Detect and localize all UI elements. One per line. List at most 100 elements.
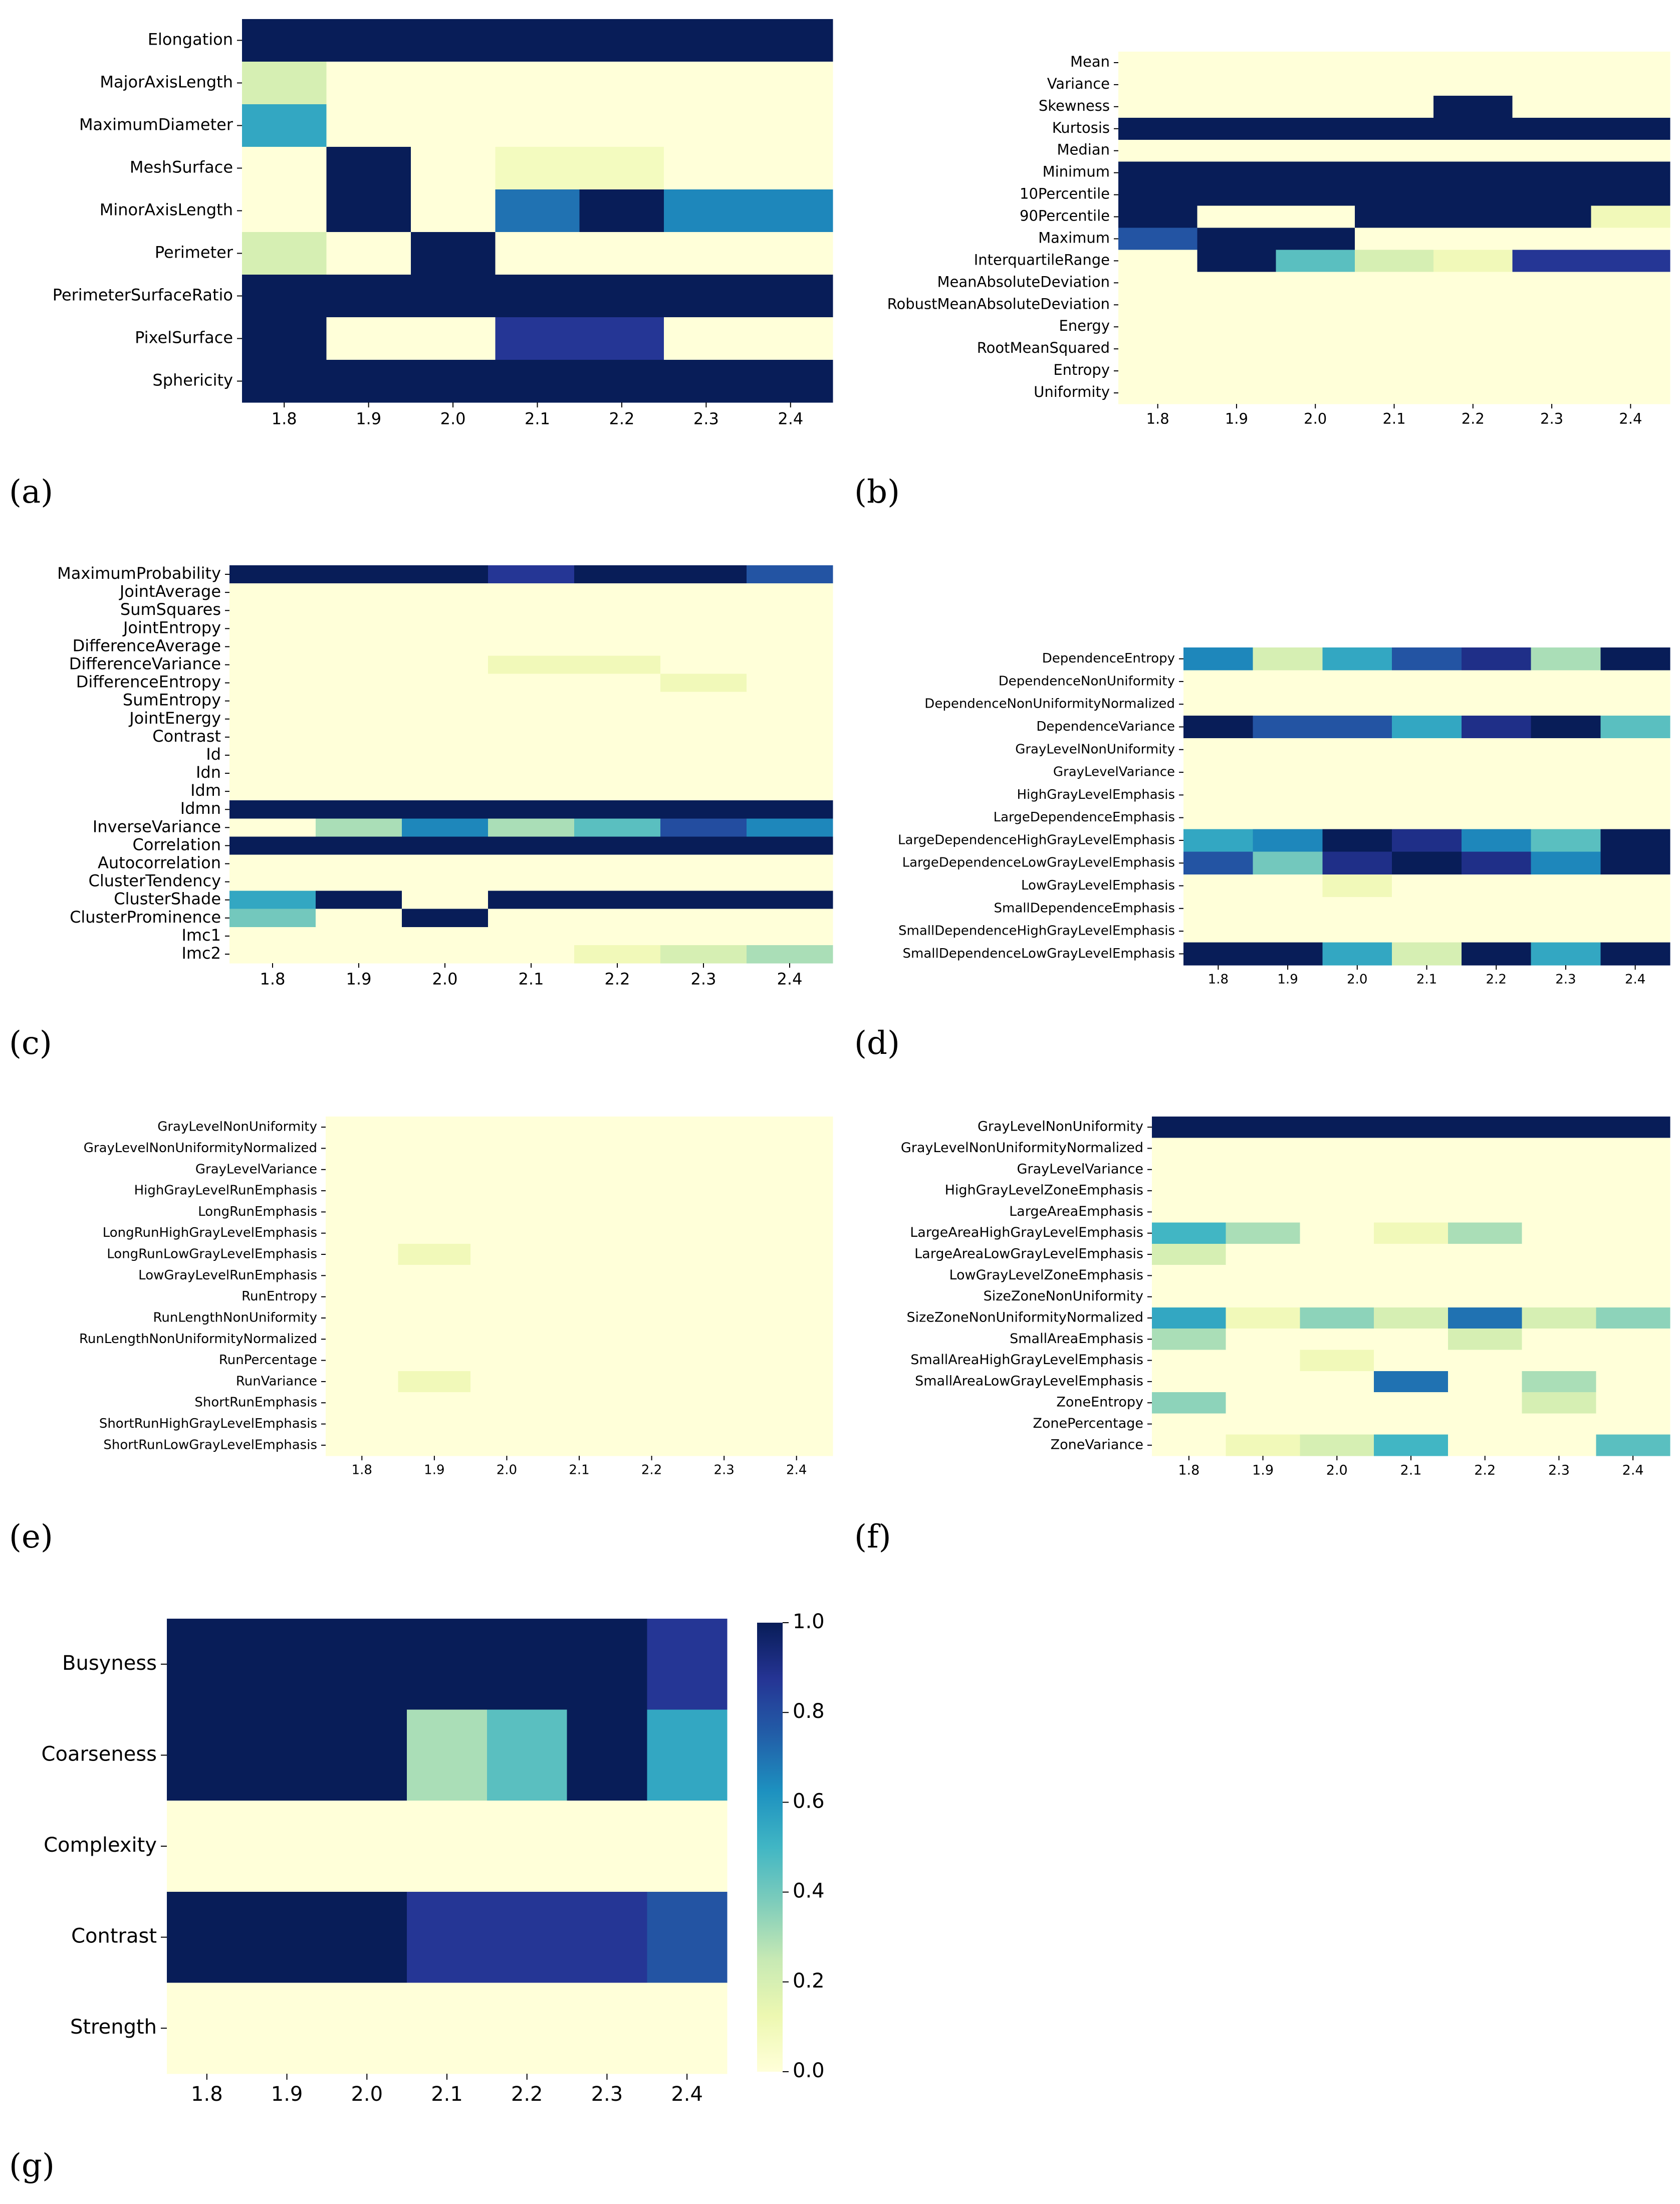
heatmap-e-cell [470,1434,544,1456]
heatmap-b-cell [1354,382,1434,404]
heatmap-d-cell [1600,897,1670,921]
y-tick-label: GrayLevelNonUniformity [978,1119,1143,1135]
y-tick-label: Sphericity [152,371,233,390]
heatmap-c-cell [488,836,575,855]
heatmap-e-cell [470,1413,544,1435]
y-tick-label: RunEntropy [242,1289,317,1304]
heatmap-f-cell [1596,1265,1670,1287]
heatmap-b-cell [1512,139,1592,162]
heatmap-c-cell [747,601,833,620]
heatmap-c-cell [747,945,833,964]
heatmap-f-cell [1226,1117,1301,1138]
heatmap-a-cell [326,317,411,360]
heatmap-c-cell [316,909,402,928]
heatmap-f-cell [1448,1180,1523,1202]
heatmap-b-cell [1118,161,1197,184]
heatmap-e-cell [615,1371,688,1393]
heatmap-c-cell [574,927,661,946]
heatmap-a-cell [410,147,496,190]
heatmap-d-cell [1183,829,1254,852]
heatmap-c-cell [660,836,747,855]
heatmap-c-cell [229,945,316,964]
heatmap-c-cell [402,692,489,711]
heatmap-c-cell [316,674,402,693]
heatmap-a-cell [748,189,833,233]
heatmap-c-cell [574,601,661,620]
x-tick-label: 1.9 [1252,1462,1274,1478]
heatmap-e-cell [470,1350,544,1372]
heatmap-e-cell [543,1243,616,1265]
heatmap-b-cell [1354,139,1434,162]
heatmap-g-cell [647,1619,728,1710]
colorbar: 1.0 0.8 0.6 0.4 0.2 0.0 [757,1610,825,2082]
heatmap-g-cell [647,1801,728,1892]
heatmap-b-cell [1512,294,1592,316]
heatmap-c-cell [747,854,833,873]
heatmap-d-cell [1600,851,1670,875]
heatmap-d-cell [1531,670,1601,694]
y-tick-label: ZoneEntropy [1056,1395,1143,1410]
colorbar-tick-label: 0.0 [793,2059,825,2082]
heatmap-e-cell [615,1138,688,1160]
heatmap-b-cell [1276,382,1355,404]
heatmap-d-cell [1461,942,1532,966]
heatmap-e-cell [326,1286,399,1308]
heatmap-a-cell [495,62,580,105]
heatmap-e-cell [470,1265,544,1287]
heatmap-b-cell [1118,382,1197,404]
heatmap-d-cell [1322,851,1392,875]
heatmap-f-cell [1300,1159,1374,1181]
heatmap-c-cell [574,764,661,783]
heatmap-c-cell [402,601,489,620]
heatmap-g-cell [167,1619,248,1710]
heatmap-a-cell [410,275,496,318]
heatmap-e-cell [615,1307,688,1329]
heatmap-b-cell [1197,360,1277,382]
heatmap-c-cell [660,927,747,946]
x-tick-label: 2.1 [569,1462,589,1477]
heatmap-f-cell [1374,1350,1449,1372]
y-tick-label: Contrast [71,1925,157,1948]
heatmap-b-cell [1118,228,1197,251]
heatmap-c-cell [747,782,833,801]
x-tick-label: 2.2 [1486,972,1507,987]
x-tick-label: 1.8 [272,409,297,428]
y-tick-label: SumSquares [120,600,221,619]
heatmap-f-cell [1522,1392,1596,1414]
heatmap-f-cell [1522,1350,1596,1372]
heatmap-b-cell [1591,52,1670,74]
heatmap-f-cell [1522,1180,1596,1202]
heatmap-f-cell [1152,1434,1227,1456]
heatmap-d-cell [1253,693,1323,716]
heatmap-c-cell [402,945,489,964]
heatmap-e-cell [398,1286,471,1308]
heatmap-g-cell [487,1801,568,1892]
heatmap-d-cell [1183,897,1254,921]
heatmap-e-cell [615,1222,688,1244]
heatmap-f-cell [1374,1159,1449,1181]
heatmap-c-cell [574,674,661,693]
heatmap-f-cell [1522,1117,1596,1138]
heatmap-c-cell [660,601,747,620]
heatmap-b-cell [1197,382,1277,404]
heatmap-b-cell [1276,360,1355,382]
heatmap-b-cell [1197,52,1277,74]
heatmap-d-cell [1531,806,1601,829]
y-tick-label: Median [1057,141,1110,158]
heatmap-e-cell [760,1307,833,1329]
heatmap-b-cell [1354,161,1434,184]
heatmap-c-cell [660,619,747,638]
heatmap-c-cell [316,854,402,873]
heatmap-f-cell [1374,1180,1449,1202]
heatmap-c-cell [402,728,489,747]
heatmap-g-cell [407,1801,488,1892]
heatmap-e-cell [543,1392,616,1414]
heatmap-c-cell [660,872,747,892]
heatmap-a-cell [410,232,496,275]
heatmap-g-cell [247,1619,328,1710]
heatmap-b-cell [1433,316,1513,338]
heatmap-f-cell [1374,1434,1449,1456]
heatmap-c-cell [660,945,747,964]
heatmap-c-cell [574,746,661,765]
heatmap-g-cell [567,1709,647,1801]
